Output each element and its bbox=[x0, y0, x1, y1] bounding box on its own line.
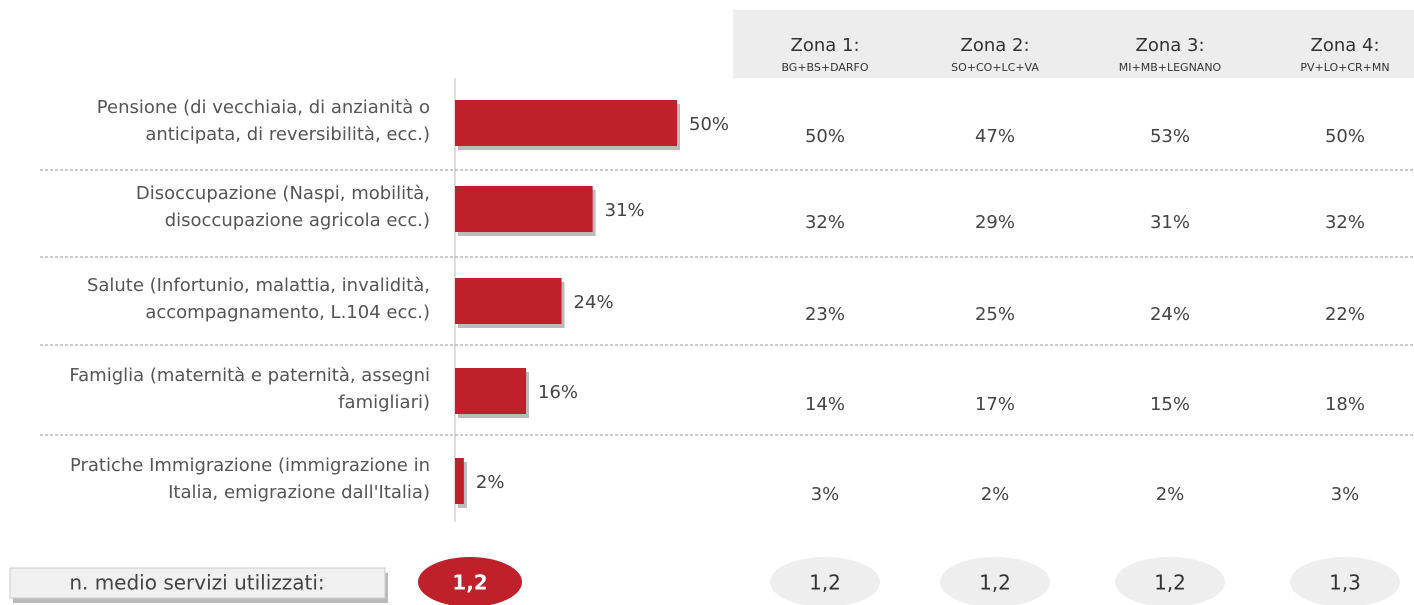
category-label: Italia, emigrazione dall'Italia) bbox=[168, 482, 430, 503]
zone-value: 23% bbox=[805, 304, 845, 325]
zone-value: 29% bbox=[975, 212, 1015, 233]
zone-value: 50% bbox=[1325, 126, 1365, 147]
zone-value: 22% bbox=[1325, 304, 1365, 325]
bar bbox=[455, 368, 527, 414]
zone-average-badge bbox=[940, 557, 1050, 605]
category-label: Pensione (di vecchiaia, di anzianità o bbox=[97, 97, 430, 118]
average-badge bbox=[418, 557, 522, 605]
category-label: Famiglia (maternità e paternità, assegni bbox=[69, 365, 430, 386]
zone-value: 32% bbox=[1325, 212, 1365, 233]
category-label: Pratiche Immigrazione (immigrazione in bbox=[70, 455, 430, 476]
average-value: 1,2 bbox=[452, 571, 487, 595]
category-label: famigliari) bbox=[338, 392, 430, 413]
bar bbox=[455, 186, 593, 232]
zone-value: 18% bbox=[1325, 394, 1365, 415]
zone-name: Zona 2: bbox=[960, 35, 1029, 56]
zone-sub: PV+LO+CR+MN bbox=[1300, 61, 1389, 74]
zone-sub: MI+MB+LEGNANO bbox=[1119, 61, 1222, 74]
average-label-box bbox=[9, 567, 386, 599]
bar-value-label: 16% bbox=[538, 382, 578, 403]
zone-sub: SO+CO+LC+VA bbox=[951, 61, 1039, 74]
category-label: anticipata, di reversibilità, ecc.) bbox=[145, 124, 430, 145]
average-label: n. medio servizi utilizzati: bbox=[69, 571, 324, 595]
bar-value-label: 24% bbox=[574, 292, 614, 313]
zone-value: 31% bbox=[1150, 212, 1190, 233]
zone-sub: BG+BS+DARFO bbox=[781, 61, 868, 74]
zone-value: 2% bbox=[981, 484, 1010, 505]
zone-value: 17% bbox=[975, 394, 1015, 415]
zone-average: 1,3 bbox=[1329, 571, 1361, 595]
header-band bbox=[733, 10, 1414, 78]
zone-value: 24% bbox=[1150, 304, 1190, 325]
bar-value-label: 50% bbox=[689, 114, 729, 135]
zone-value: 3% bbox=[811, 484, 840, 505]
zone-value: 25% bbox=[975, 304, 1015, 325]
bar-value-label: 2% bbox=[476, 472, 505, 493]
zone-average-badge bbox=[1115, 557, 1225, 605]
zone-average-badge bbox=[770, 557, 880, 605]
zone-value: 53% bbox=[1150, 126, 1190, 147]
category-label: disoccupazione agricola ecc.) bbox=[165, 210, 430, 231]
bar bbox=[455, 458, 464, 504]
zone-value: 3% bbox=[1331, 484, 1360, 505]
bar bbox=[455, 278, 562, 324]
category-label: Disoccupazione (Naspi, mobilità, bbox=[136, 183, 430, 204]
category-label: Salute (Infortunio, malattia, invalidità… bbox=[87, 275, 430, 296]
zone-average: 1,2 bbox=[809, 571, 841, 595]
zone-value: 15% bbox=[1150, 394, 1190, 415]
bar-value-label: 31% bbox=[605, 200, 645, 221]
zone-name: Zona 1: bbox=[790, 35, 859, 56]
zone-average-badge bbox=[1290, 557, 1400, 605]
zone-value: 50% bbox=[805, 126, 845, 147]
zone-value: 14% bbox=[805, 394, 845, 415]
zone-name: Zona 4: bbox=[1310, 35, 1379, 56]
bar bbox=[455, 100, 677, 146]
zone-value: 2% bbox=[1156, 484, 1185, 505]
zone-value: 47% bbox=[975, 126, 1015, 147]
zone-value: 32% bbox=[805, 212, 845, 233]
category-label: accompagnamento, L.104 ecc.) bbox=[145, 302, 430, 323]
zone-average: 1,2 bbox=[1154, 571, 1186, 595]
zone-average: 1,2 bbox=[979, 571, 1011, 595]
zone-name: Zona 3: bbox=[1135, 35, 1204, 56]
